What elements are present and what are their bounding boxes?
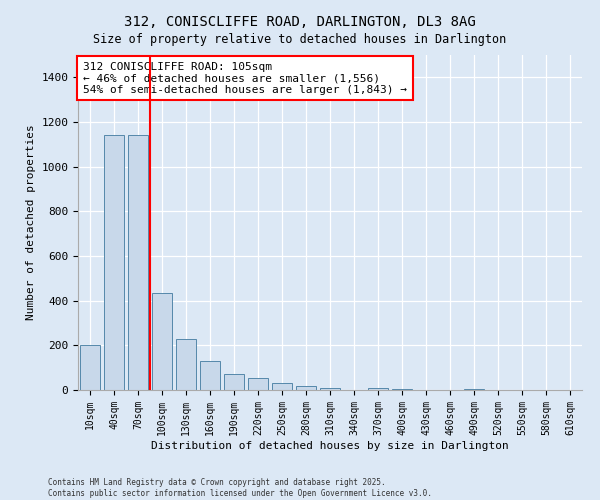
Text: 312 CONISCLIFFE ROAD: 105sqm
← 46% of detached houses are smaller (1,556)
54% of: 312 CONISCLIFFE ROAD: 105sqm ← 46% of de… bbox=[83, 62, 407, 95]
Y-axis label: Number of detached properties: Number of detached properties bbox=[26, 124, 36, 320]
Bar bbox=[248, 378, 268, 390]
Bar bbox=[128, 136, 148, 390]
Bar bbox=[152, 293, 172, 390]
Bar bbox=[224, 374, 244, 390]
Bar bbox=[320, 388, 340, 390]
Bar bbox=[272, 384, 292, 390]
Text: Size of property relative to detached houses in Darlington: Size of property relative to detached ho… bbox=[94, 32, 506, 46]
Bar bbox=[200, 361, 220, 390]
Bar bbox=[176, 338, 196, 390]
Text: Contains HM Land Registry data © Crown copyright and database right 2025.
Contai: Contains HM Land Registry data © Crown c… bbox=[48, 478, 432, 498]
X-axis label: Distribution of detached houses by size in Darlington: Distribution of detached houses by size … bbox=[151, 440, 509, 450]
Text: 312, CONISCLIFFE ROAD, DARLINGTON, DL3 8AG: 312, CONISCLIFFE ROAD, DARLINGTON, DL3 8… bbox=[124, 15, 476, 29]
Bar bbox=[464, 389, 484, 390]
Bar bbox=[80, 346, 100, 390]
Bar bbox=[368, 388, 388, 390]
Bar bbox=[296, 386, 316, 390]
Bar bbox=[392, 389, 412, 390]
Bar bbox=[104, 136, 124, 390]
